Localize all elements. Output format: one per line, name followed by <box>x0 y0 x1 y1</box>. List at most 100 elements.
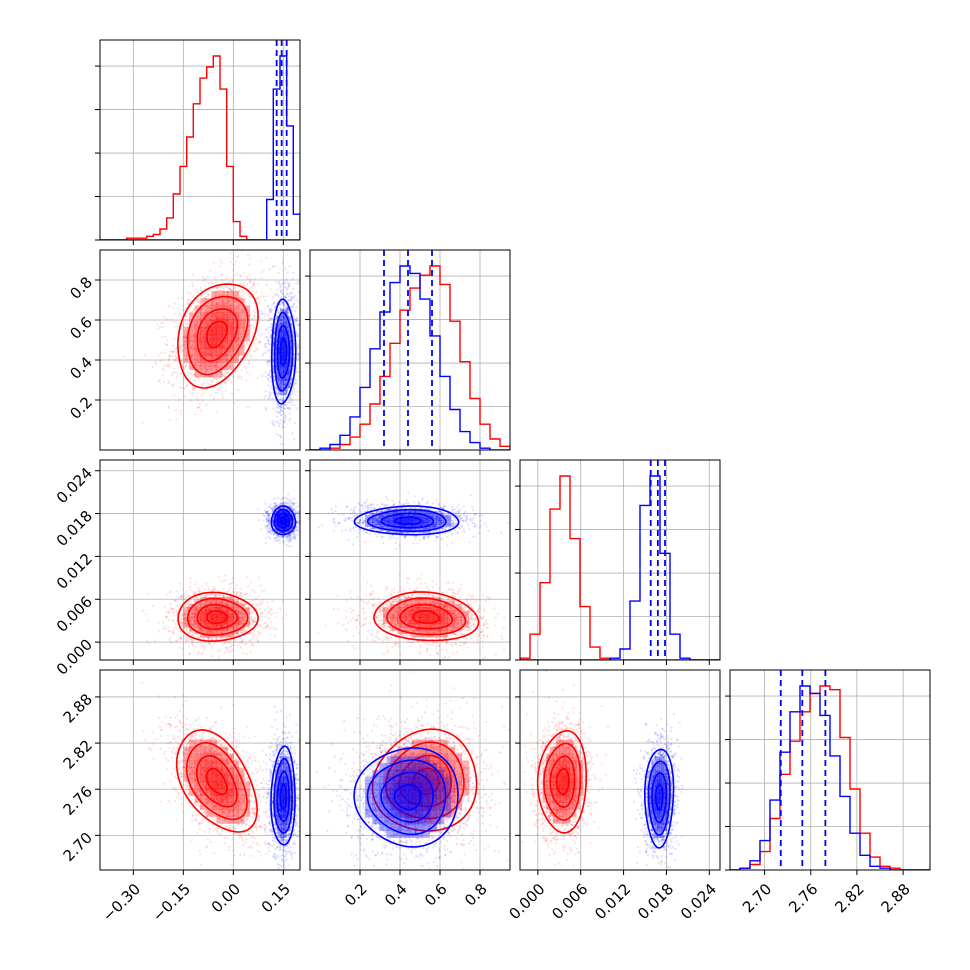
density-cell <box>211 312 217 320</box>
density-cell <box>189 341 195 349</box>
sample-point <box>184 365 187 368</box>
density-cell <box>433 623 441 628</box>
sample-point <box>379 608 382 611</box>
sample-point <box>494 624 497 627</box>
sample-point <box>199 309 202 312</box>
panel-3-3 <box>730 670 930 870</box>
sample-point <box>192 338 195 341</box>
sample-point <box>152 366 155 369</box>
density-cell <box>440 613 448 618</box>
sample-point <box>199 363 202 366</box>
sample-point <box>208 309 211 312</box>
sample-point <box>248 639 251 642</box>
sample-point <box>168 355 171 358</box>
sample-point <box>166 338 169 342</box>
sample-point <box>451 589 454 592</box>
sample-point <box>180 637 183 640</box>
sample-point <box>238 641 242 644</box>
sample-point <box>216 302 219 305</box>
sample-point <box>483 623 486 626</box>
sample-point <box>409 644 412 647</box>
sample-point <box>268 348 271 351</box>
sample-point <box>186 374 189 377</box>
sample-point <box>182 344 185 347</box>
sample-point <box>156 323 159 326</box>
sample-point <box>191 310 194 313</box>
sample-point <box>225 297 228 301</box>
sample-point <box>192 373 196 376</box>
panel-3-0 <box>100 670 300 870</box>
sample-point <box>180 596 183 599</box>
sample-point <box>216 302 220 305</box>
sample-point <box>237 338 240 341</box>
sample-point <box>501 638 504 641</box>
sample-point <box>471 597 474 600</box>
sample-point <box>197 361 200 364</box>
sample-point <box>248 300 251 303</box>
sample-point <box>202 276 205 279</box>
sample-point <box>371 612 374 615</box>
sample-point <box>167 619 170 622</box>
sample-point <box>203 296 206 299</box>
sample-point <box>188 337 191 340</box>
sample-point <box>215 301 218 304</box>
sample-point <box>238 295 241 298</box>
density-cell <box>189 334 195 342</box>
sample-point <box>413 589 416 592</box>
sample-point <box>234 370 237 373</box>
sample-point <box>228 300 231 303</box>
sample-point <box>231 649 234 652</box>
sample-point <box>188 299 191 302</box>
sample-point <box>214 376 217 379</box>
sample-point <box>240 323 243 326</box>
sample-point <box>232 295 235 298</box>
sample-point <box>252 314 255 317</box>
sample-point <box>172 632 175 635</box>
sample-point <box>183 331 186 334</box>
sample-point <box>263 589 266 592</box>
sample-point <box>252 603 255 606</box>
sample-point <box>195 645 198 648</box>
sample-point <box>220 376 223 379</box>
sample-point <box>157 354 160 357</box>
sample-point <box>183 378 186 381</box>
sample-point <box>212 304 215 307</box>
sample-point <box>192 332 196 336</box>
sample-point <box>235 335 238 338</box>
sample-point <box>232 290 235 293</box>
sample-point <box>165 593 168 597</box>
sample-point <box>201 279 204 282</box>
sample-point <box>198 317 202 320</box>
sample-point <box>194 379 197 382</box>
sample-point <box>239 332 243 335</box>
sample-point <box>257 295 260 299</box>
sample-point <box>183 635 186 639</box>
density-cell <box>211 348 217 356</box>
sample-point <box>203 648 206 651</box>
sample-point <box>226 290 230 293</box>
sample-point <box>240 297 243 300</box>
sample-point <box>250 355 253 358</box>
sample-point <box>244 316 247 319</box>
sample-point <box>478 607 482 610</box>
sample-point <box>187 644 190 648</box>
sample-point <box>382 652 385 655</box>
sample-point <box>258 340 261 343</box>
sample-point <box>155 362 158 365</box>
sample-point <box>247 328 250 332</box>
sample-point <box>208 375 211 378</box>
sample-point <box>231 280 234 283</box>
sample-point <box>245 335 248 338</box>
sample-point <box>194 413 197 416</box>
sample-point <box>166 364 169 367</box>
sample-point <box>211 379 214 382</box>
sample-point <box>246 282 249 285</box>
sample-point <box>197 650 200 653</box>
sample-point <box>342 623 345 626</box>
sample-point <box>266 295 269 298</box>
sample-point <box>205 369 208 372</box>
sample-point <box>369 593 372 596</box>
sample-point <box>183 387 186 390</box>
sample-point <box>261 615 264 618</box>
sample-point <box>485 634 488 637</box>
